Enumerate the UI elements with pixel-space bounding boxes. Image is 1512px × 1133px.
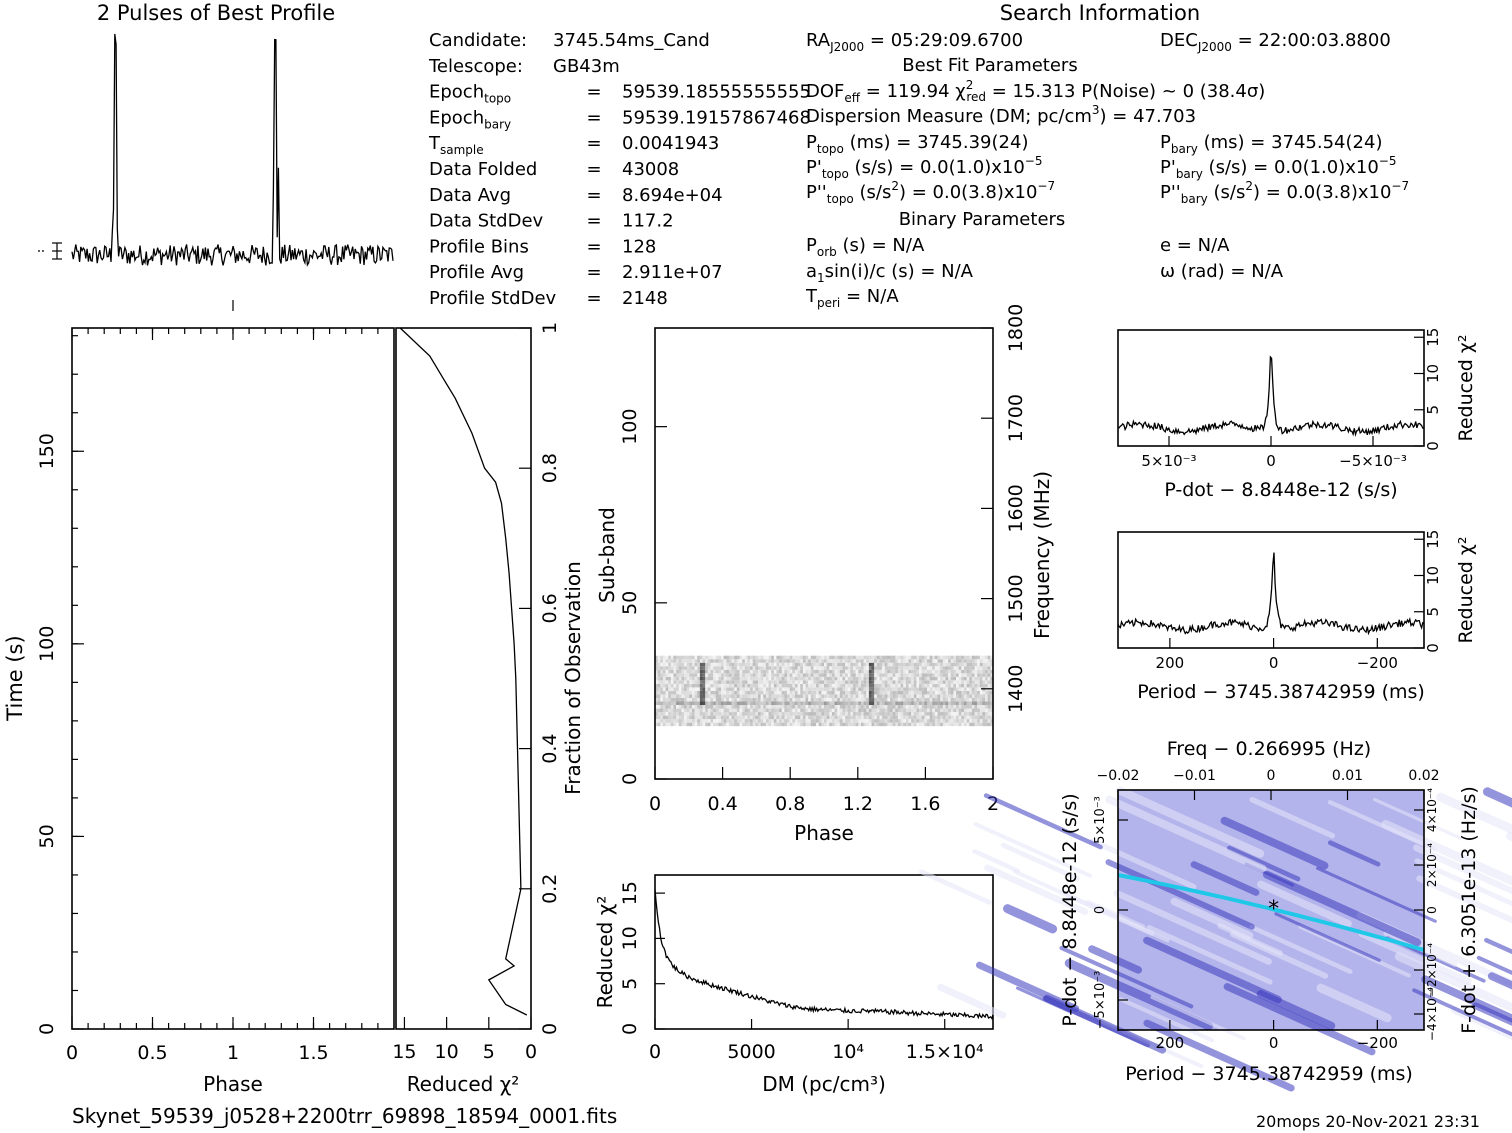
info-value: 128 <box>622 236 656 257</box>
info-value: 59539.18555555555 <box>622 82 811 103</box>
info-value: 0.0041943 <box>622 133 719 154</box>
info-label: Profile Bins <box>429 236 529 257</box>
pulse-profile-chart <box>71 33 394 267</box>
info-sep: = <box>586 185 601 206</box>
info-sep: = <box>586 159 601 180</box>
pdd-bary: P''bary (s/s2) = 0.0(3.8)x10−7 <box>1160 179 1409 206</box>
dof-line: DOFeff = 119.94 χ2 red = 15.313 P(Noise) … <box>806 78 1265 105</box>
p-bary: Pbary (ms) = 3745.54(24) <box>1160 132 1382 156</box>
dm-line: Dispersion Measure (DM; pc/cm3) = 47.703 <box>806 103 1196 127</box>
info-sep: = <box>586 211 601 232</box>
info-sep: = <box>586 288 601 309</box>
pdd-topo: P''topo (s/s2) = 0.0(3.8)x10−7 <box>806 179 1055 206</box>
info-value: 2.911e+07 <box>622 262 723 283</box>
ra-label: RAJ2000 = 05:29:09.6700 <box>806 30 1023 54</box>
binary-title: Binary Parameters <box>899 209 1066 230</box>
info-label: Profile Avg <box>429 262 524 283</box>
pd-topo: P'topo (s/s) = 0.0(1.0)x10−5 <box>806 154 1043 181</box>
info-sep: = <box>586 236 601 257</box>
profile-line <box>71 33 394 267</box>
info-label: Telescope: <box>428 56 523 77</box>
info-value: GB43m <box>553 56 620 77</box>
info-label: Epochbary <box>429 107 511 131</box>
info-label: Profile StdDev <box>429 288 557 309</box>
info-value: 43008 <box>622 159 679 180</box>
info-sep: = <box>586 107 601 128</box>
info-value: 2148 <box>622 288 668 309</box>
pd-bary: P'bary (s/s) = 0.0(1.0)x10−5 <box>1160 154 1397 181</box>
profile-errorbar <box>38 242 62 260</box>
info-sep: = <box>586 82 601 103</box>
tperi: Tperi = N/A <box>805 286 899 310</box>
search-info-title: Search Information <box>1000 1 1200 25</box>
info-value: 3745.54ms_Cand <box>553 30 710 51</box>
info-label: Data Folded <box>429 159 537 180</box>
candidate-info: Candidate: 3745.54ms_Cand Telescope: GB43m E… <box>428 30 811 309</box>
info-sep: = <box>586 262 601 283</box>
search-info: RAJ2000 = 05:29:09.6700 DECJ2000 = 22:00… <box>805 30 1409 310</box>
profile-title: 2 Pulses of Best Profile <box>97 1 335 25</box>
info-label: Data Avg <box>429 185 511 206</box>
info-sep: = <box>586 133 601 154</box>
info-sub: sample <box>440 143 484 157</box>
info-label: Candidate: <box>429 30 527 51</box>
info-value: 117.2 <box>622 211 674 232</box>
info-value: 59539.19157867468 <box>622 107 811 128</box>
info-sub: topo <box>484 92 511 106</box>
p-topo: Ptopo (ms) = 3745.39(24) <box>806 132 1028 156</box>
omega: ω (rad) = N/A <box>1160 261 1284 282</box>
a1: a1sin(i)/c (s) = N/A <box>806 261 974 285</box>
info-label: Data StdDev <box>429 211 544 232</box>
best-fit-title: Best Fit Parameters <box>902 55 1077 76</box>
porb: Porb (s) = N/A <box>806 235 925 259</box>
info-value: 8.694e+04 <box>622 185 723 206</box>
ecc: e = N/A <box>1160 235 1230 256</box>
dec-label: DECJ2000 = 22:00:03.8800 <box>1160 30 1391 54</box>
info-sub: bary <box>484 117 511 131</box>
info-label: Tsample <box>428 133 484 157</box>
info-label: Epochtopo <box>429 82 511 106</box>
